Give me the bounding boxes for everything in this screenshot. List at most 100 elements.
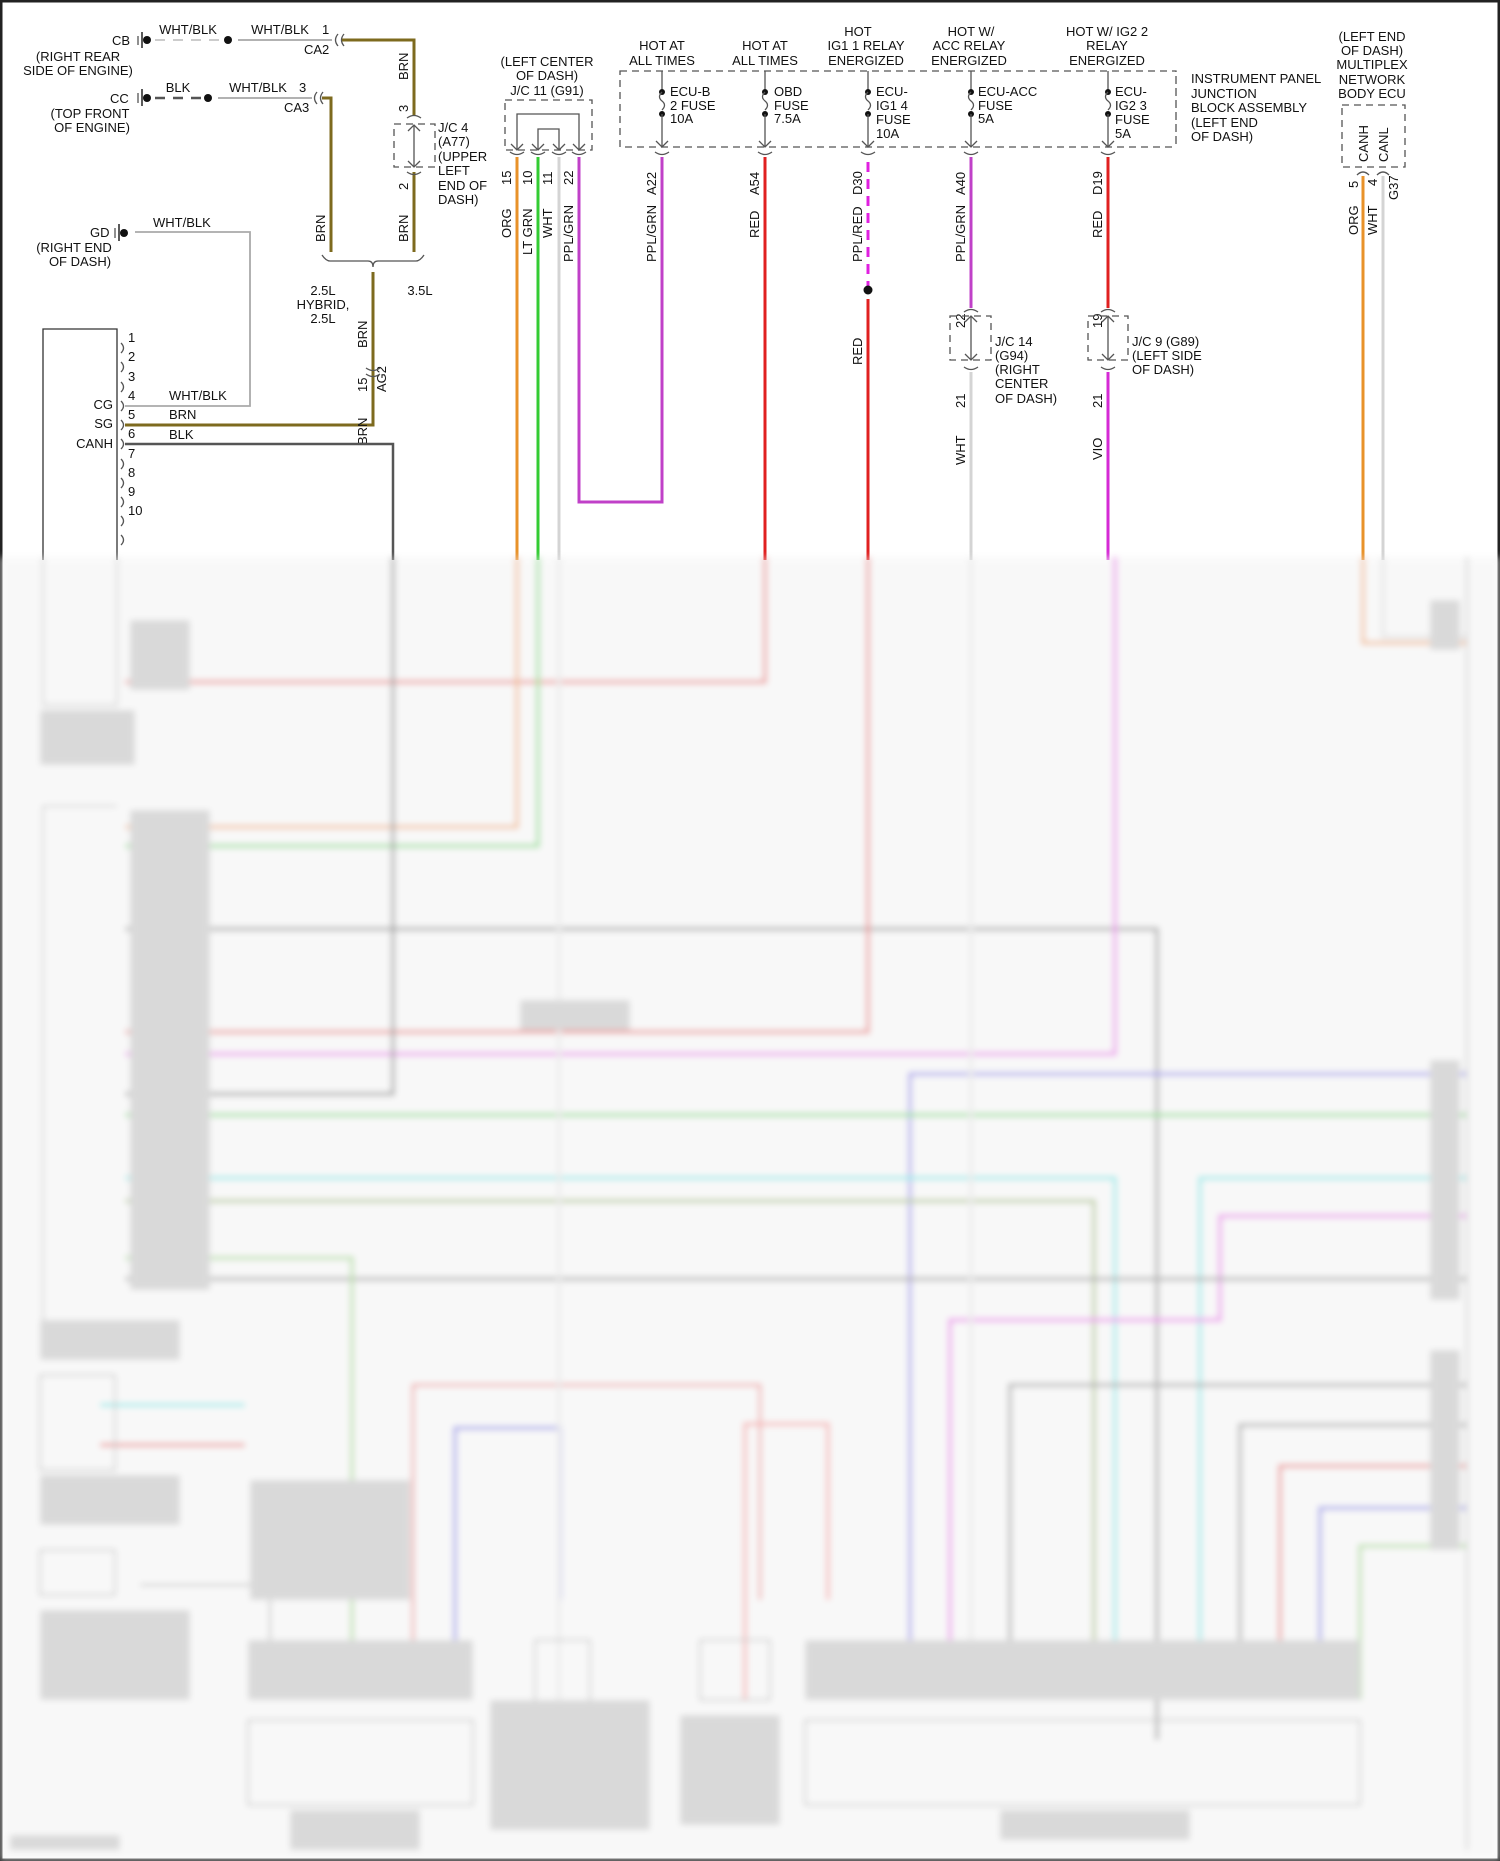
pin-number: 22 [953,314,968,328]
power-condition: ALL TIMES [732,53,798,68]
wire-label: RED [747,211,762,238]
ground-cb: CB (RIGHT REAR SIDE OF ENGINE) WHT/BLK W… [23,22,345,78]
circuit-obd-fuse: HOT AT ALL TIMES OBD FUSE 7.5A A54 RED [732,38,809,560]
ground-label: GD [90,225,110,240]
splice-dot [863,285,873,295]
fuse-icon [654,71,670,156]
pin-number: 1 [322,22,329,37]
fuse-label: 2 FUSE [670,98,716,113]
connector-label: (UPPER [438,149,487,164]
fuse-icon [1100,71,1116,156]
component-label: MULTIPLEX [1336,57,1408,72]
wire-label: PPL/GRN [953,205,968,262]
pin-number: 3 [299,80,306,95]
wire-label: BRN [396,215,411,242]
connector-label: (G94) [995,348,1028,363]
power-condition: ENERGIZED [828,53,904,68]
component-label: NETWORK [1339,72,1406,87]
fuse-label: OBD [774,84,802,99]
fuse-label: ECU- [1115,84,1147,99]
wire-ppl-grn [577,157,664,504]
fuse-label: 10A [670,111,693,126]
circuit-ecu-ig1-fuse: HOT IG1 1 RELAY ENERGIZED ECU- IG1 4 FUS… [827,24,911,560]
wire-label: WHT/BLK [159,22,217,37]
wire-label: LT GRN [520,209,535,255]
blurred-lower-diagram [0,557,1500,1861]
ground-icon [137,89,151,106]
connector-icon [334,33,345,47]
wire-label: ORG [1346,205,1361,235]
fuse-label: 7.5A [774,111,801,126]
connector-label: J/C 9 (G89) [1132,334,1199,349]
wire-label: WHT [1365,205,1380,235]
fuse-icon [757,71,773,156]
terminal-label: CG [94,397,114,412]
pin-number: 15 [499,171,514,185]
power-condition: ENERGIZED [931,53,1007,68]
power-condition: ACC RELAY [933,38,1006,53]
connector-label: (A77) [438,134,470,149]
ground-icon [137,32,151,48]
pin-number: 7 [128,446,135,461]
pin-number: D30 [850,171,865,195]
fuse-label: 10A [876,126,899,141]
connector-label: J/C 14 [995,334,1033,349]
power-condition: ENERGIZED [1069,53,1145,68]
wire-blk-canh [125,442,395,560]
connector-label: (RIGHT [995,362,1040,377]
component-label: OF DASH) [1191,129,1253,144]
pin-number: 11 [540,172,555,186]
wire-label: BRN [396,53,411,80]
wire-label: WHT/BLK [251,22,309,37]
variant-label: 2.5L [310,283,335,298]
pin-number: 5 [128,407,135,422]
wire-label: BRN [169,407,196,422]
pin-number: 5 [1346,181,1361,188]
terminal-label: CANL [1376,127,1391,162]
connector-label: OF DASH) [516,68,578,83]
wire-label: BRN [355,418,370,445]
wire-label: BLK [169,427,194,442]
wire-label: RED [850,338,865,365]
pin-number: 3 [396,105,411,112]
fuse-label: IG2 3 [1115,98,1147,113]
connector-label: G37 [1386,175,1401,200]
multiplex-network-body-ecu: (LEFT END OF DASH) MULTIPLEX NETWORK BOD… [1336,29,1408,560]
fuse-label: 5A [978,111,994,126]
wire-label: PPL/GRN [644,205,659,262]
pin-number: 19 [1090,314,1105,328]
ground-cc: CC (TOP FRONT OF ENGINE) BLK WHT/BLK 3 C… [51,80,324,135]
connector-label: CA3 [284,100,309,115]
ground-location: (RIGHT REAR [36,49,120,64]
fuse-label: FUSE [774,98,809,113]
ground-location: OF DASH) [49,254,111,269]
pin-number: D19 [1090,171,1105,195]
power-condition: RELAY [1086,38,1128,53]
engine-variant-brace: 2.5L HYBRID, 2.5L 3.5L [297,254,433,326]
wire-label: RED [1090,211,1105,238]
pin-number: A22 [644,172,659,195]
ground-gd: GD (RIGHT END OF DASH) WHT/BLK [36,215,251,407]
ground-location: (TOP FRONT [51,106,130,121]
power-condition: HOT W/ IG2 2 [1066,24,1148,39]
pin-number: A54 [747,172,762,195]
ecu-left: 1 2 3 4 5 6 7 8 9 10 CG SG CANH WHT/BLK … [42,328,395,560]
wire-label: ORG [499,208,514,238]
pin-number: 21 [1090,394,1105,408]
power-condition: HOT AT [639,38,685,53]
fuse-icon [963,71,979,156]
connector-label: OF DASH) [1132,362,1194,377]
pin-number: 21 [953,394,968,408]
power-condition: IG1 1 RELAY [827,38,904,53]
circuit-ecu-ig2-fuse: HOT W/ IG2 2 RELAY ENERGIZED ECU- IG2 3 … [1066,24,1150,308]
component-label: (LEFT END [1339,29,1406,44]
ecu-pins: 1 2 3 4 5 6 7 8 9 10 [120,330,142,546]
connector-label: DASH) [438,192,478,207]
connector-label: J/C 4 [438,120,468,135]
variant-label: 2.5L [310,311,335,326]
fuse-label: ECU-B [670,84,710,99]
pin-number: 10 [520,171,535,185]
wire-brn [322,96,333,252]
wire-label: BRN [355,321,370,348]
